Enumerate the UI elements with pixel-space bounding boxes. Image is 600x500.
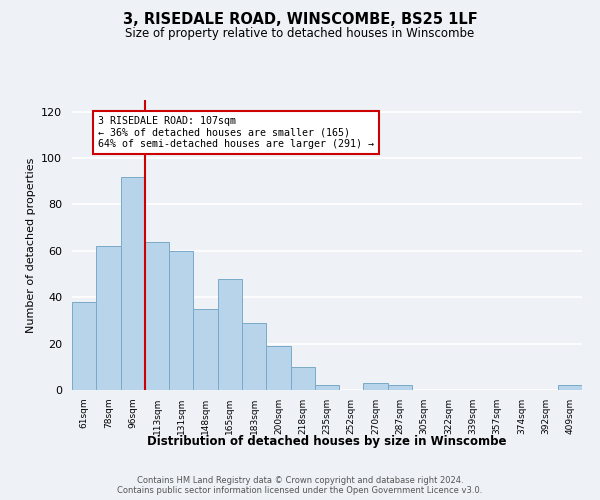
Bar — [96, 246, 121, 390]
Bar — [558, 386, 582, 390]
Bar — [266, 346, 290, 390]
Bar — [169, 251, 193, 390]
Bar — [72, 302, 96, 390]
Text: Distribution of detached houses by size in Winscombe: Distribution of detached houses by size … — [147, 435, 507, 448]
Bar — [193, 309, 218, 390]
Text: 3 RISEDALE ROAD: 107sqm
← 36% of detached houses are smaller (165)
64% of semi-d: 3 RISEDALE ROAD: 107sqm ← 36% of detache… — [97, 116, 373, 150]
Bar — [218, 278, 242, 390]
Bar — [290, 367, 315, 390]
Bar — [364, 383, 388, 390]
Text: 3, RISEDALE ROAD, WINSCOMBE, BS25 1LF: 3, RISEDALE ROAD, WINSCOMBE, BS25 1LF — [122, 12, 478, 28]
Text: Size of property relative to detached houses in Winscombe: Size of property relative to detached ho… — [125, 28, 475, 40]
Y-axis label: Number of detached properties: Number of detached properties — [26, 158, 35, 332]
Bar — [145, 242, 169, 390]
Bar — [242, 322, 266, 390]
Bar — [121, 176, 145, 390]
Bar — [315, 386, 339, 390]
Text: Contains HM Land Registry data © Crown copyright and database right 2024.
Contai: Contains HM Land Registry data © Crown c… — [118, 476, 482, 495]
Bar — [388, 386, 412, 390]
